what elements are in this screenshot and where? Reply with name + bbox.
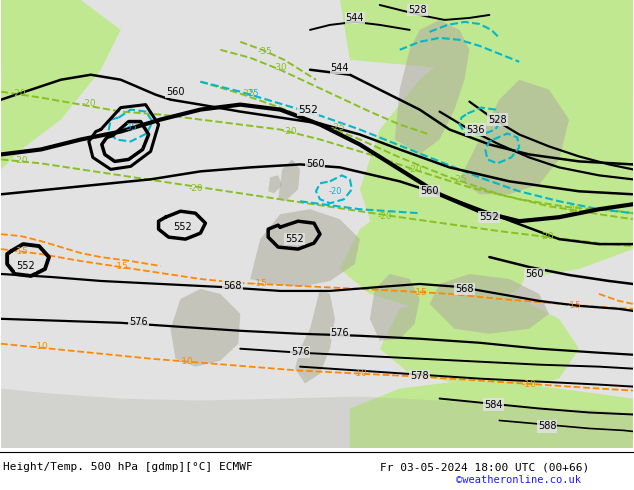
Text: -15: -15 <box>567 301 581 310</box>
Text: -25: -25 <box>245 89 259 98</box>
Text: 560: 560 <box>306 159 324 170</box>
Polygon shape <box>430 274 549 334</box>
Text: -10: -10 <box>34 342 48 351</box>
Text: ©weatheronline.co.uk: ©weatheronline.co.uk <box>456 475 581 485</box>
Text: 576: 576 <box>129 317 148 327</box>
Polygon shape <box>250 209 360 287</box>
Text: -15: -15 <box>113 262 128 270</box>
Text: 560: 560 <box>525 269 543 279</box>
Text: Fr 03-05-2024 18:00 UTC (00+66): Fr 03-05-2024 18:00 UTC (00+66) <box>380 462 590 472</box>
Text: -15: -15 <box>253 279 268 289</box>
Text: -10: -10 <box>522 380 536 389</box>
Text: 560: 560 <box>166 87 184 97</box>
Text: -15: -15 <box>412 289 427 297</box>
Text: -10: -10 <box>178 357 193 366</box>
Text: 552: 552 <box>479 212 500 222</box>
Text: 536: 536 <box>466 124 484 135</box>
Polygon shape <box>395 20 469 154</box>
Text: 568: 568 <box>455 284 474 294</box>
Text: -15: -15 <box>14 246 29 256</box>
Text: 552: 552 <box>173 222 192 232</box>
Text: 584: 584 <box>484 399 503 410</box>
Text: -20: -20 <box>14 156 29 165</box>
Polygon shape <box>171 289 240 367</box>
Text: -25: -25 <box>330 123 346 132</box>
Text: Height/Temp. 500 hPa [gdmp][°C] ECMWF: Height/Temp. 500 hPa [gdmp][°C] ECMWF <box>3 462 253 472</box>
Text: 544: 544 <box>346 13 364 23</box>
Text: -20: -20 <box>188 184 203 193</box>
Polygon shape <box>370 274 420 341</box>
Text: -20: -20 <box>328 187 342 196</box>
Polygon shape <box>1 0 41 70</box>
Text: 552: 552 <box>285 234 304 244</box>
Text: 578: 578 <box>410 370 429 381</box>
Text: 544: 544 <box>331 63 349 73</box>
Text: -20: -20 <box>407 165 422 174</box>
Text: -20: -20 <box>283 127 297 136</box>
Text: 588: 588 <box>538 421 557 431</box>
Text: 560: 560 <box>420 186 439 196</box>
Text: -20: -20 <box>377 212 392 220</box>
Text: -20: -20 <box>82 99 96 108</box>
Text: -35: -35 <box>258 48 273 56</box>
Text: -20: -20 <box>12 89 27 98</box>
Polygon shape <box>1 389 633 448</box>
Text: 552: 552 <box>298 104 318 115</box>
Text: -25: -25 <box>241 89 256 98</box>
Text: 568: 568 <box>223 281 242 291</box>
Text: -20: -20 <box>567 205 581 214</box>
Text: -20: -20 <box>540 232 555 241</box>
Polygon shape <box>340 189 539 309</box>
Polygon shape <box>360 0 633 279</box>
Text: -25: -25 <box>452 175 467 184</box>
Text: 576: 576 <box>330 328 349 338</box>
Polygon shape <box>1 0 120 170</box>
Text: -30: -30 <box>273 63 287 72</box>
Polygon shape <box>268 175 282 193</box>
Polygon shape <box>350 379 633 448</box>
Polygon shape <box>460 80 569 194</box>
Polygon shape <box>340 0 633 110</box>
Text: 528: 528 <box>488 115 507 124</box>
Polygon shape <box>295 289 335 384</box>
Text: 576: 576 <box>291 347 309 357</box>
Polygon shape <box>380 289 579 389</box>
Polygon shape <box>278 159 300 201</box>
Text: -35: -35 <box>124 123 138 132</box>
Text: 528: 528 <box>408 5 427 15</box>
Text: -10: -10 <box>353 369 367 378</box>
Text: 552: 552 <box>16 261 34 271</box>
